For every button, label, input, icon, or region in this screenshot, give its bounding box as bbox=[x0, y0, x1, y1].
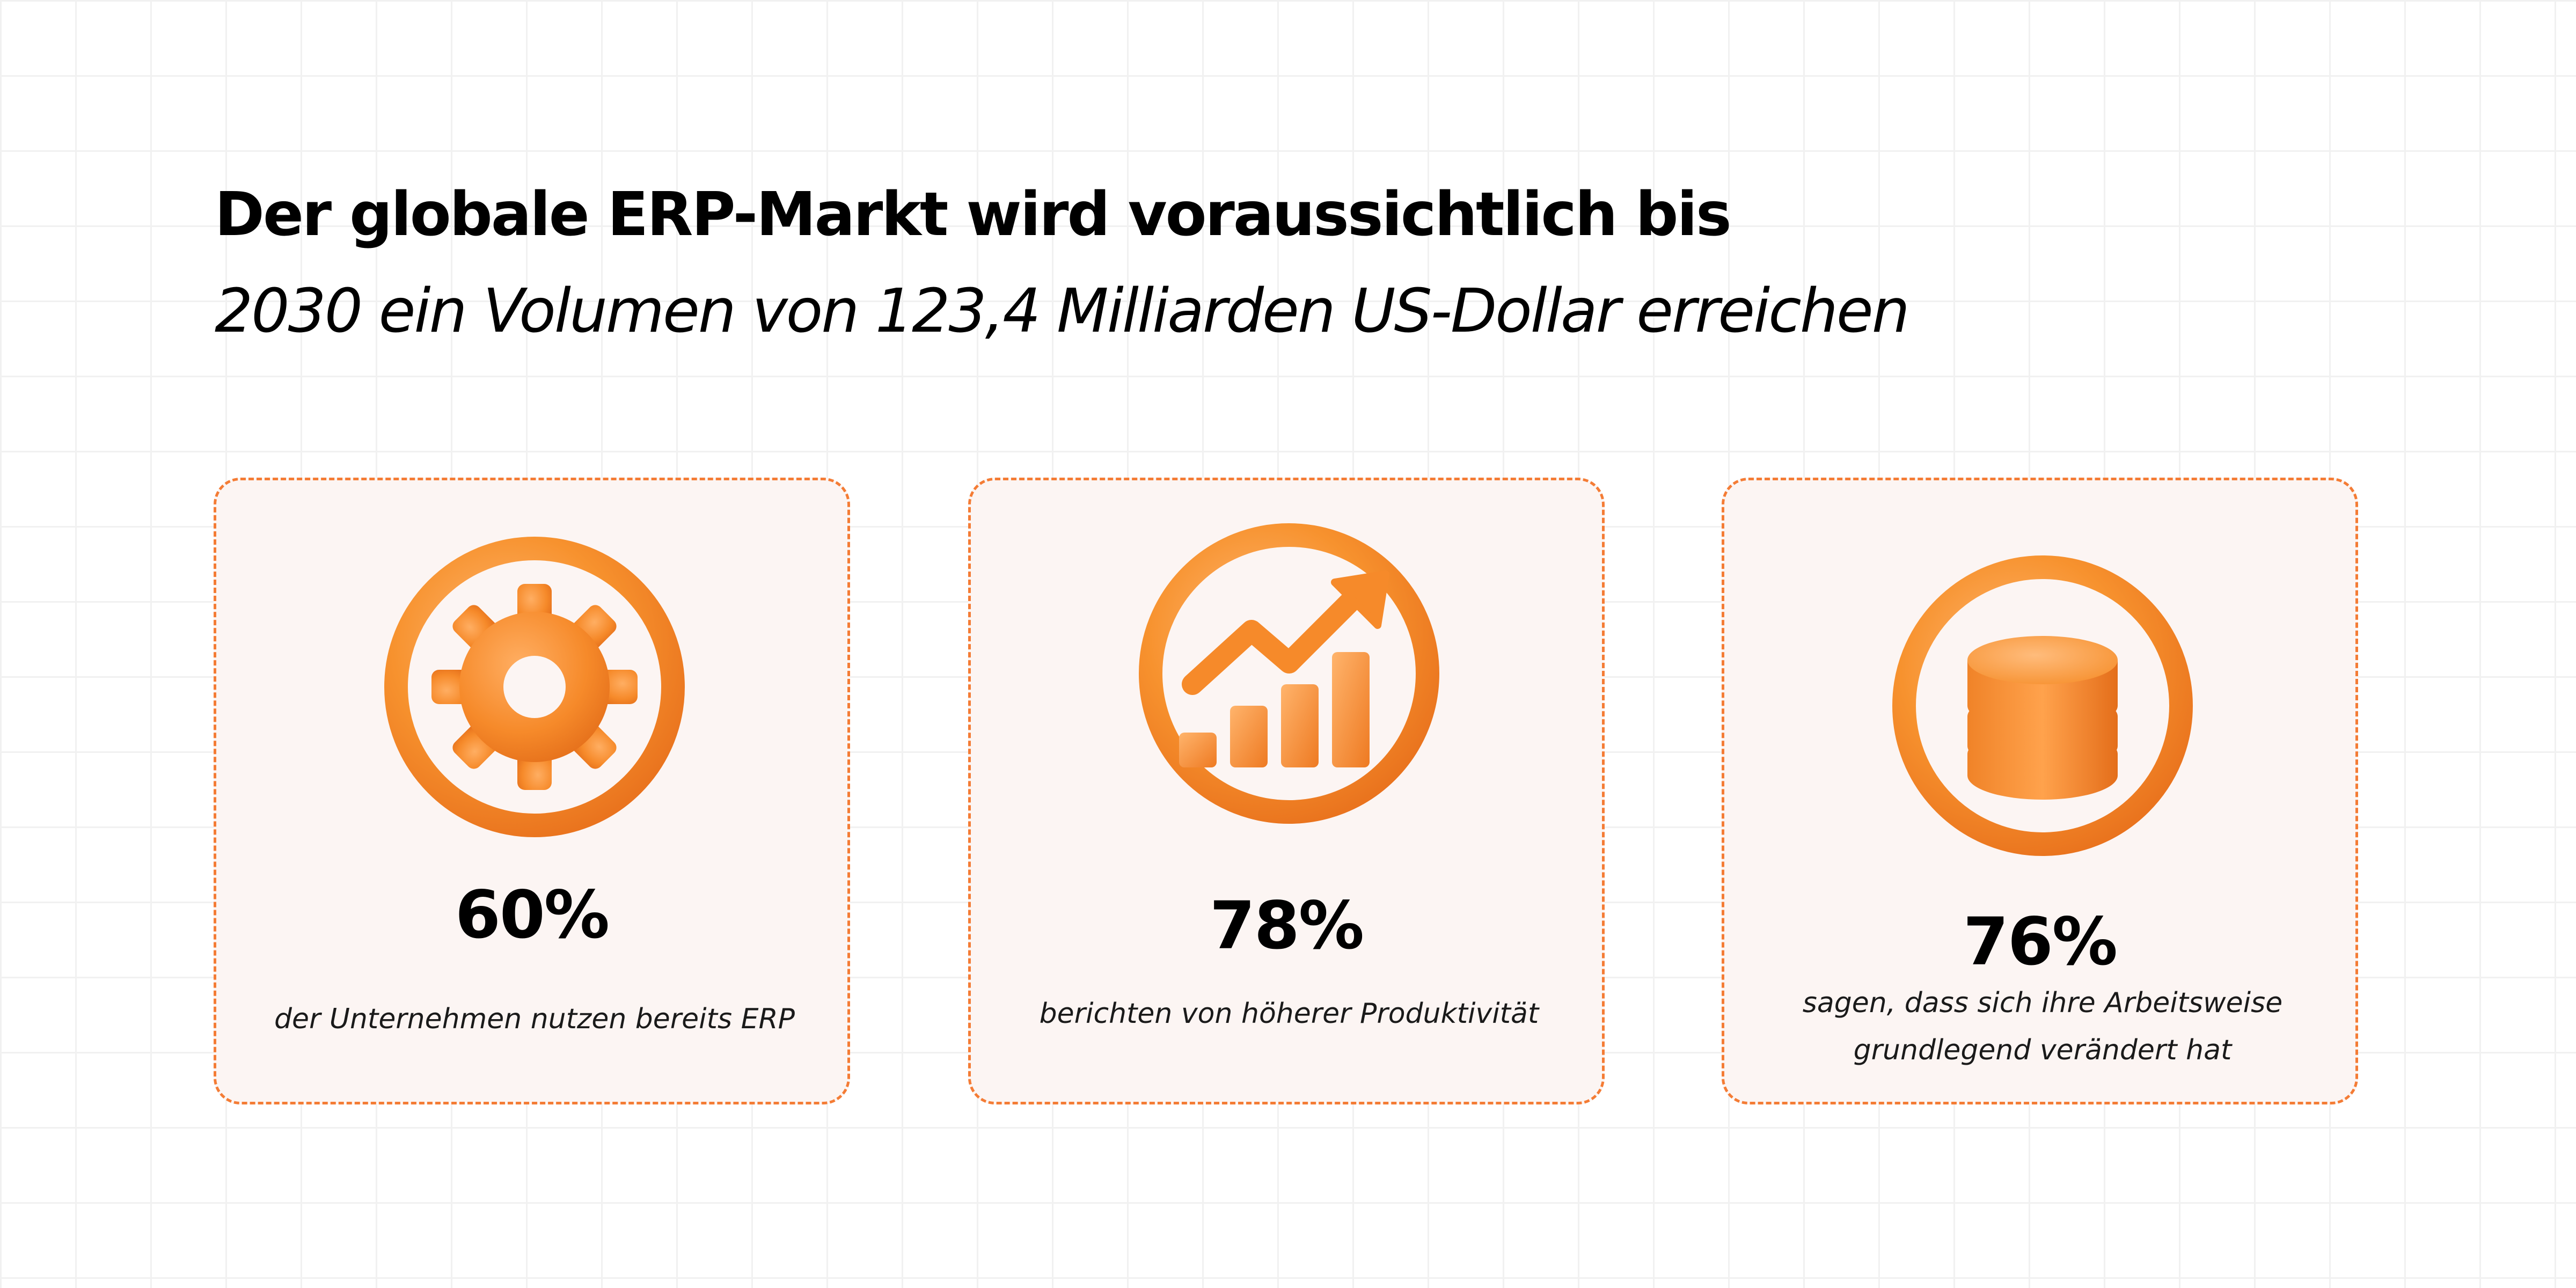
stat-caption: berichten von höherer Produktivität bbox=[1039, 998, 1539, 1030]
stat-card-erp-usage: 60% der Unternehmen nutzen bereits ERP bbox=[214, 478, 850, 1104]
stat-value: 76% bbox=[1963, 904, 2118, 980]
gear-icon bbox=[368, 521, 701, 853]
stat-card-workflow-change: 76% sagen, dass sich ihre Arbeitsweise g… bbox=[1722, 478, 2358, 1104]
stat-card-productivity: 78% berichten von höherer Produktivität bbox=[968, 478, 1605, 1104]
stat-caption: der Unternehmen nutzen bereits ERP bbox=[274, 1003, 795, 1035]
database-icon bbox=[1876, 539, 2209, 872]
growth-chart-icon bbox=[1123, 507, 1455, 840]
stat-value: 78% bbox=[1209, 888, 1364, 964]
stat-caption: sagen, dass sich ihre Arbeitsweise grund… bbox=[1802, 987, 2283, 1066]
headline-line-2: 2030 ein Volumen von 123,4 Milliarden US… bbox=[215, 276, 1910, 346]
headline: Der globale ERP-Markt wird voraussichtli… bbox=[215, 172, 2361, 365]
stat-value: 60% bbox=[455, 877, 610, 953]
headline-line-1: Der globale ERP-Markt wird voraussichtli… bbox=[215, 180, 1732, 250]
